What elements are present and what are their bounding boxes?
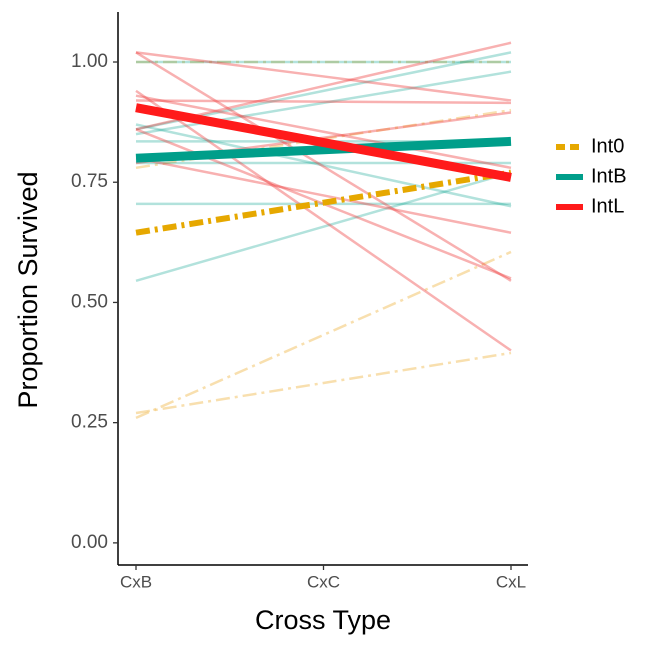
series-line bbox=[135, 99, 512, 105]
series-line bbox=[135, 51, 512, 102]
x-axis-title: Cross Type bbox=[255, 605, 391, 635]
series-line bbox=[135, 94, 512, 170]
series-line bbox=[135, 89, 512, 352]
legend-label: IntL bbox=[591, 195, 624, 217]
y-axis-title: Proportion Survived bbox=[13, 171, 43, 408]
x-tick-label: CxL bbox=[496, 572, 526, 591]
series-line bbox=[135, 156, 512, 234]
legend-label: IntB bbox=[591, 165, 627, 187]
series-line bbox=[135, 103, 512, 182]
y-tick-label: 0.75 bbox=[71, 171, 108, 192]
series-line bbox=[135, 351, 512, 415]
x-tick-label: CxB bbox=[120, 572, 152, 591]
series-line bbox=[135, 136, 512, 163]
series-line bbox=[135, 51, 512, 282]
series-line bbox=[135, 123, 512, 208]
legend-label: Int0 bbox=[591, 135, 624, 157]
series-line bbox=[135, 169, 512, 236]
y-tick-label: 1.00 bbox=[71, 51, 108, 72]
y-tick-label: 0.50 bbox=[71, 291, 108, 312]
series-line bbox=[135, 171, 512, 283]
y-tick-label: 0.25 bbox=[71, 412, 108, 433]
x-tick-label: CxC bbox=[307, 572, 340, 591]
y-tick-label: 0.00 bbox=[71, 532, 108, 553]
series-line bbox=[135, 250, 512, 419]
